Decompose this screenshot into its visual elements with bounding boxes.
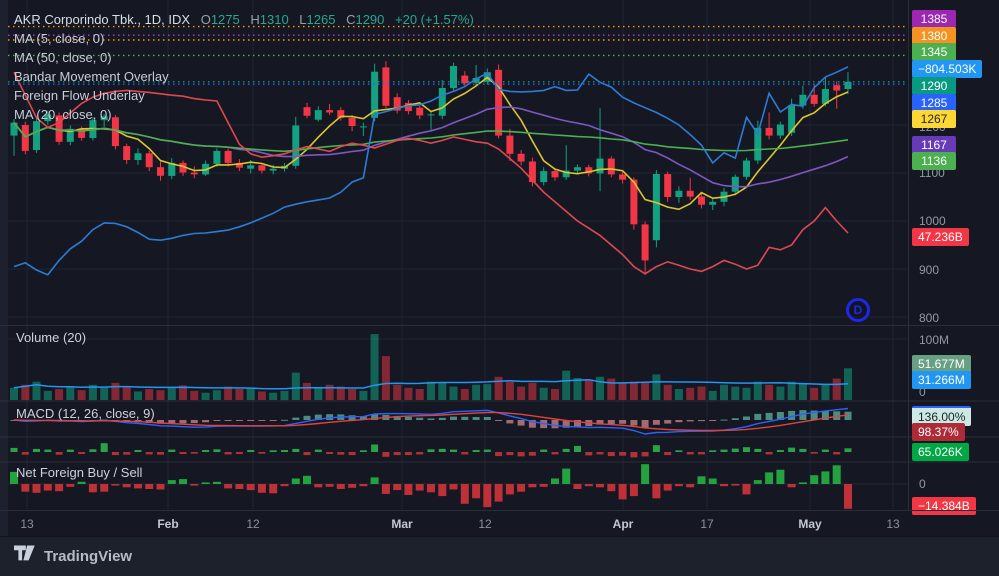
open-value: 1275 [210,12,240,27]
change-value: +20 (+1.57%) [395,12,474,27]
close-label: C [346,12,356,27]
volume-layer [10,334,852,401]
price-label: 136.00% [912,406,972,426]
volume-pane-title[interactable]: Volume (20) [16,330,87,345]
axis-tick: 1000 [919,214,946,228]
high-value: 1310 [259,12,289,27]
time-tick: 17 [700,517,714,531]
axis-tick: 0 [919,477,926,491]
time-tick: Feb [157,517,179,531]
axis-tick: 800 [919,311,940,325]
symbol-title: AKR Corporindo Tbk., 1D, IDX [14,12,191,27]
price-label: 31.266M [912,371,971,389]
close-value: 1290 [355,12,385,27]
price-label: 1385 [912,10,956,28]
time-tick: 12 [246,517,260,531]
low-value: 1265 [306,12,336,27]
price-label: 1285 [912,94,956,112]
open-label: O [200,12,211,27]
price-label: 1267 [912,110,956,128]
time-axis[interactable]: 13 Feb 12 Mar 12 Apr 17 May 13 [0,510,999,537]
time-tick: 13 [20,517,34,531]
axis-tick: 900 [919,263,940,277]
tradingview-logo-icon[interactable] [14,545,36,568]
time-tick: Apr [612,517,634,531]
net-foreign-pane-title[interactable]: Net Foreign Buy / Sell [16,465,143,480]
time-tick: 12 [478,517,492,531]
candlestick-layer [10,61,852,275]
price-label: 51.677M [912,355,971,373]
net-foreign-layer [10,464,852,509]
indicator-legend-ma50[interactable]: MA (50, close, 0) [14,50,112,65]
low-label: L [299,12,307,27]
price-label: 1290 [912,77,956,95]
price-label: 1380 [912,27,956,45]
price-label: 47.236B [912,228,969,246]
high-label: H [250,12,260,27]
indicator-legend-bandar[interactable]: Bandar Movement Overlay [14,69,169,84]
footer-bar: TradingView [0,536,999,576]
price-label: 1167 [912,136,956,154]
time-tick: Mar [391,517,413,531]
axis-tick: 100M [919,333,950,347]
indicator-legend-ma5[interactable]: MA (5, close, 0) [14,31,105,46]
axis-tick: 0 [919,385,926,399]
time-tick: 13 [886,517,900,531]
left-edge-strip [0,0,8,536]
price-label: 98.37% [912,423,965,441]
symbol-legend-row[interactable]: AKR Corporindo Tbk., 1D, IDX O1275 H1310… [14,10,474,29]
chart-legend: AKR Corporindo Tbk., 1D, IDX O1275 H1310… [14,10,474,124]
indicator-legend-ma20[interactable]: MA (20, close, 0) [14,107,112,122]
circled-d-marker-icon: D [846,298,870,322]
price-label: 1345 [912,43,956,61]
indicator-histogram-layer [10,443,852,458]
macd-pane-title[interactable]: MACD (12, 26, close, 9) [16,406,155,421]
price-label: 1136 [912,152,956,170]
price-label: 65.026K [912,443,969,461]
indicator-legend-foreign-flow[interactable]: Foreign Flow Underlay [14,88,145,103]
brand-name[interactable]: TradingView [44,548,133,565]
time-tick: May [798,517,822,531]
price-label: −804.503K [912,60,983,78]
price-axis[interactable]: 120011001000900800100M00138513801345−804… [908,0,999,515]
